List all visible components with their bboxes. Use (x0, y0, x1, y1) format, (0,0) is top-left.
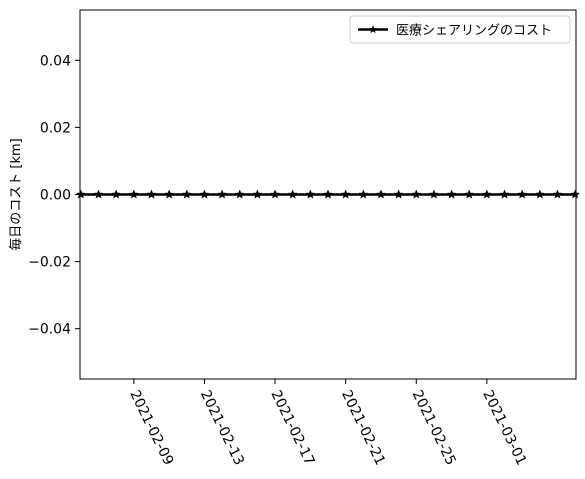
data-point-marker (464, 189, 475, 199)
data-point-marker (234, 189, 245, 199)
y-tick-label: 0.00 (40, 188, 71, 204)
plot-frame (79, 9, 577, 380)
data-point-marker (287, 189, 298, 199)
data-point-marker (164, 189, 175, 199)
y-tick-label: 0.04 (40, 53, 71, 69)
data-point-marker (128, 189, 139, 199)
data-point-marker (517, 189, 528, 199)
legend: 医療シェアリングのコスト (349, 15, 571, 44)
data-point-marker (552, 189, 563, 199)
data-point-marker (146, 189, 157, 199)
data-point-marker (393, 189, 404, 199)
data-point-marker (481, 189, 492, 199)
data-point-marker (375, 189, 386, 199)
data-point-marker (534, 189, 545, 199)
data-point-marker (570, 189, 581, 199)
data-point-marker (340, 189, 351, 199)
legend-marker-sample (368, 25, 378, 34)
data-point-marker (499, 189, 510, 199)
data-point-marker (75, 189, 86, 199)
y-tick-label: −0.04 (28, 322, 71, 338)
data-point-marker (199, 189, 210, 199)
data-point-marker (270, 189, 281, 199)
y-tick-label: 0.02 (40, 120, 71, 136)
data-point-marker (252, 189, 263, 199)
data-point-marker (111, 189, 122, 199)
data-point-marker (217, 189, 228, 199)
legend-entry-label: 医療シェアリングのコスト (396, 24, 552, 39)
data-point-marker (305, 189, 316, 199)
data-point-marker (446, 189, 457, 199)
y-axis-label: 毎日のコスト [km] (8, 138, 24, 250)
data-point-marker (93, 189, 104, 199)
data-point-marker (181, 189, 192, 199)
data-point-marker (411, 189, 422, 199)
data-point-marker (323, 189, 333, 199)
data-point-marker (428, 189, 439, 199)
legend-box (349, 15, 571, 44)
y-tick-label: −0.02 (28, 255, 71, 271)
data-point-marker (358, 189, 369, 199)
